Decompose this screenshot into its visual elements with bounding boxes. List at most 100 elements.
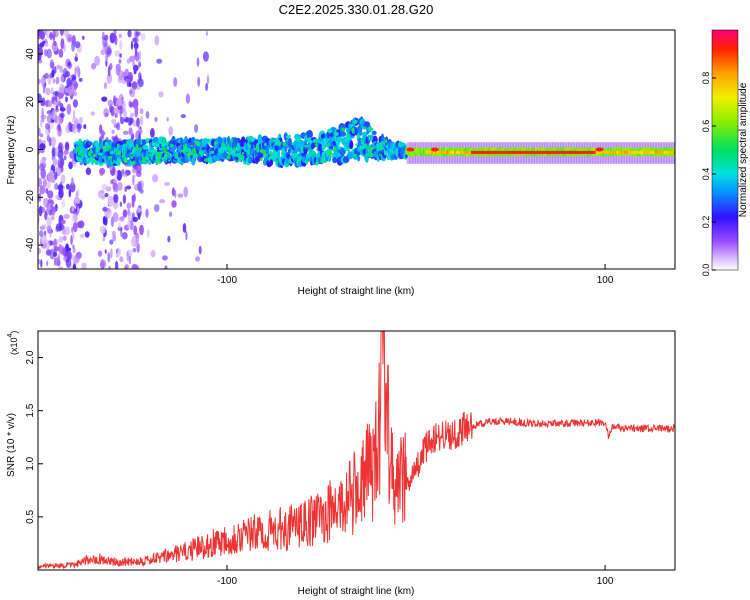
- heatmap-highlight: [141, 158, 146, 163]
- heatmap-highlight: [369, 153, 374, 158]
- heatmap-band-core: [603, 150, 606, 154]
- heatmap-speckle: [71, 116, 79, 124]
- heatmap-highlight: [353, 120, 357, 124]
- heatmap-speckle: [69, 74, 73, 81]
- heatmap-highlight: [380, 147, 384, 151]
- heatmap-speckle: [41, 107, 44, 118]
- heatmap-speckle: [71, 213, 78, 223]
- heatmap-highlight: [316, 160, 319, 164]
- heatmap-speckle: [51, 146, 57, 157]
- heatmap-speckle: [139, 108, 144, 115]
- heatmap-band-core: [654, 150, 657, 154]
- heatmap-hotspot: [595, 147, 604, 152]
- heatmap-speckle: [75, 198, 81, 205]
- heatmap-speckle: [129, 101, 134, 108]
- heatmap-band-core: [465, 150, 468, 154]
- spectrogram-xtick-label: -100: [217, 275, 237, 286]
- heatmap-highlight: [157, 155, 161, 160]
- heatmap-speckle: [169, 211, 173, 217]
- heatmap-band-core: [639, 150, 642, 154]
- heatmap-speckle: [55, 76, 60, 85]
- heatmap-speckle: [134, 46, 138, 57]
- heatmap-band-core: [512, 150, 515, 154]
- heatmap-speckle: [140, 33, 146, 41]
- heatmap-band-core: [582, 150, 585, 154]
- heatmap-speckle: [58, 243, 63, 254]
- heatmap-highlight: [116, 143, 120, 148]
- heatmap-band-core: [506, 150, 509, 154]
- heatmap-band-core: [523, 150, 526, 154]
- heatmap-speckle: [139, 188, 144, 194]
- heatmap-band-core: [444, 150, 447, 154]
- heatmap-band-core: [644, 150, 647, 154]
- spectrogram-heatmap: [38, 30, 675, 269]
- heatmap-highlight: [367, 126, 372, 131]
- heatmap-speckle: [62, 247, 67, 256]
- heatmap-speckle: [130, 40, 133, 50]
- heatmap-speckle: [118, 59, 122, 64]
- spectrogram-ytick-label: -40: [25, 237, 36, 252]
- heatmap-speckle: [102, 236, 106, 242]
- heatmap-speckle: [63, 155, 67, 161]
- heatmap-speckle: [47, 171, 54, 182]
- heatmap-band-core: [457, 150, 460, 154]
- heatmap-speckle: [111, 118, 117, 124]
- heatmap-speckle: [127, 30, 132, 38]
- heatmap-speckle: [171, 187, 175, 197]
- heatmap-speckle: [38, 247, 42, 254]
- heatmap-speckle: [206, 74, 210, 85]
- heatmap-highlight: [210, 150, 215, 155]
- heatmap-highlight: [123, 150, 126, 155]
- heatmap-band-core: [641, 150, 644, 154]
- heatmap-speckle: [122, 209, 128, 218]
- heatmap-highlight: [352, 153, 357, 157]
- heatmap-speckle: [79, 233, 85, 238]
- heatmap-speckle: [120, 227, 123, 238]
- heatmap-highlight: [363, 143, 368, 149]
- heatmap-speckle: [65, 247, 72, 252]
- heatmap-speckle: [128, 127, 133, 136]
- heatmap-speckle: [57, 158, 63, 168]
- heatmap-highlight: [126, 141, 129, 144]
- heatmap-speckle: [50, 87, 54, 95]
- heatmap-band-core: [663, 150, 666, 154]
- heatmap-speckle: [107, 195, 114, 207]
- heatmap-speckle: [38, 93, 42, 104]
- heatmap-speckle: [65, 96, 68, 103]
- heatmap-highlight: [123, 159, 128, 164]
- heatmap-highlight: [259, 157, 263, 161]
- heatmap-highlight: [202, 151, 205, 155]
- heatmap-speckle: [102, 31, 105, 39]
- heatmap-speckle: [102, 206, 108, 212]
- spectrogram-panel: -100 100 -40 -20 0 20 40 Height of straight li…: [6, 29, 676, 297]
- heatmap-highlight: [320, 158, 325, 164]
- heatmap-highlight: [191, 153, 196, 156]
- heatmap-speckle: [74, 66, 77, 77]
- heatmap-band-core: [489, 150, 492, 154]
- heatmap-highlight: [92, 153, 96, 158]
- heatmap-highlight: [129, 152, 134, 155]
- heatmap-highlight: [154, 149, 157, 152]
- heatmap-band-core: [493, 150, 496, 154]
- snr-multiplier: (x104): [7, 331, 19, 355]
- heatmap-speckle: [150, 250, 156, 258]
- heatmap-speckle: [61, 199, 66, 209]
- heatmap-speckle: [83, 124, 87, 129]
- heatmap-speckle: [59, 30, 64, 36]
- heatmap-speckle: [133, 42, 139, 50]
- heatmap-speckle: [51, 206, 58, 212]
- heatmap-speckle: [61, 228, 66, 235]
- heatmap-highlight: [184, 143, 188, 147]
- heatmap-speckle: [38, 205, 43, 217]
- heatmap-highlight: [263, 153, 267, 158]
- heatmap-band-core: [601, 150, 604, 154]
- heatmap-band-core: [614, 150, 617, 154]
- heatmap-highlight: [327, 129, 333, 133]
- colorbar-ticks: 0.0 0.2 0.4 0.6 0.8: [701, 72, 716, 276]
- heatmap-band-core: [533, 150, 536, 154]
- heatmap-speckle: [54, 147, 59, 157]
- heatmap-band-core: [648, 150, 651, 154]
- heatmap-speckle: [46, 201, 51, 211]
- heatmap-speckle: [117, 181, 123, 191]
- heatmap-highlight: [238, 158, 242, 162]
